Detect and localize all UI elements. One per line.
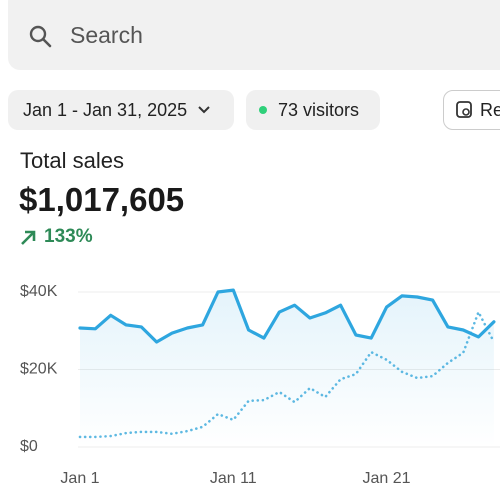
report-icon [456, 101, 472, 118]
series-line [78, 288, 496, 344]
summary-value: $1,017,605 [19, 181, 185, 218]
report-label: Re [480, 99, 500, 120]
series-area [80, 290, 494, 447]
trend-arrow [21, 230, 36, 245]
x-tick-label: Jan 11 [210, 470, 257, 487]
y-tick-label: $0 [20, 438, 38, 455]
visitors: 73 visitors [278, 99, 360, 120]
search-icon [29, 25, 52, 48]
live-dot [259, 106, 267, 114]
visitors-chip[interactable]: 73 visitors [246, 90, 380, 130]
x-tick-label: Jan 21 [363, 470, 411, 487]
search-bar[interactable]: Search [8, 0, 500, 70]
report-button[interactable]: Re [443, 90, 500, 130]
x-tick-label: Jan 1 [60, 470, 99, 487]
date-range: Jan 1 - Jan 31, 2025 [23, 99, 188, 120]
y-tick-label: $20K [20, 361, 58, 378]
summary-label: Total sales [20, 148, 124, 173]
y-tick-label: $40K [20, 283, 58, 300]
summary-change: 133% [44, 226, 93, 247]
search-placeholder: Search [70, 22, 143, 48]
chevron-icon [198, 106, 210, 114]
date-range-chip[interactable]: Jan 1 - Jan 31, 2025 [8, 90, 234, 130]
